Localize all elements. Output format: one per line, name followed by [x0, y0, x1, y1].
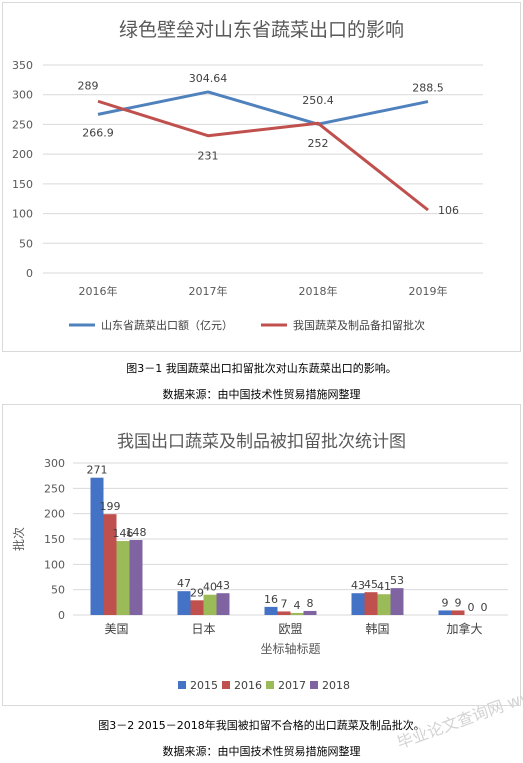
- data-source-note: 数据来源：由中国技术性贸易措施网整理: [162, 388, 361, 401]
- data-label: 271: [87, 464, 108, 477]
- data-label: 7: [281, 597, 288, 610]
- bar: [390, 588, 404, 615]
- y-tick-label: 300: [12, 89, 33, 102]
- chart-title: 绿色壁垒对山东省蔬菜出口的影响: [118, 19, 404, 41]
- line-chart: 0 50 100 150 200 250 300 350 2016年 2017年 2018年 2019…: [12, 59, 483, 332]
- legend-label: 2016: [234, 679, 262, 692]
- y-tick-label: 50: [51, 584, 65, 597]
- bar: [216, 593, 230, 615]
- data-label: 252: [308, 137, 329, 150]
- data-label: 250.4: [302, 94, 334, 107]
- y-tick-label: 150: [44, 533, 65, 546]
- bar: [190, 600, 204, 615]
- data-label: 266.9: [82, 126, 114, 139]
- data-label: 148: [126, 526, 147, 539]
- y-tick-label: 250: [12, 118, 33, 131]
- bar: [116, 541, 130, 615]
- bar: [90, 477, 104, 615]
- bar: [177, 591, 191, 615]
- data-label: 47: [177, 577, 191, 590]
- legend-label: 2015: [190, 679, 218, 692]
- y-tick-label: 250: [44, 482, 65, 495]
- legend-label: 2018: [322, 679, 350, 692]
- legend-swatch: [222, 681, 230, 689]
- y-tick-label: 0: [58, 609, 65, 622]
- x-tick-label: 欧盟: [278, 622, 302, 636]
- data-label: 40: [203, 581, 217, 594]
- x-tick-label: 韩国: [365, 621, 389, 636]
- line-chart-panel: 绿色壁垒对山东省蔬菜出口的影响 0 50 100 150 200 250 300 350 201…: [2, 2, 521, 352]
- bar: [129, 540, 143, 615]
- legend-label: 2017: [278, 679, 306, 692]
- data-label: 53: [390, 574, 404, 587]
- y-tick-label: 150: [12, 178, 33, 191]
- y-tick-label: 100: [12, 208, 33, 221]
- data-label: 45: [364, 578, 378, 591]
- figure-caption: 图3－1 我国蔬菜出口扣留批次对山东蔬菜出口的影响。: [126, 362, 397, 375]
- bar: [277, 611, 291, 615]
- chart-title: 我国出口蔬菜及制品被扣留批次统计图: [117, 432, 406, 452]
- bar-chart-panel: 我国出口蔬菜及制品被扣留批次统计图 0 50 100 150 200 250 300 批次 27…: [2, 404, 521, 706]
- x-tick-label: 美国: [104, 622, 128, 636]
- bar: [264, 606, 278, 615]
- data-label: 43: [351, 579, 365, 592]
- data-label: 43: [216, 579, 230, 592]
- series-line: [97, 99, 429, 212]
- data-source-note: 数据来源：由中国技术性贸易措施网整理: [162, 745, 361, 758]
- data-label: 146: [113, 527, 134, 540]
- y-tick-label: 200: [44, 508, 65, 521]
- x-tick-label: 2019年: [409, 284, 448, 298]
- data-label: 16: [264, 593, 278, 606]
- bar: [451, 610, 465, 615]
- y-tick-label: 50: [19, 237, 33, 250]
- y-axis-label: 批次: [11, 527, 26, 551]
- data-label: 8: [307, 597, 314, 610]
- data-label: 106: [438, 204, 459, 217]
- legend-label: 我国蔬菜及制品备扣留批次: [293, 318, 425, 332]
- legend-swatch: [266, 681, 274, 689]
- y-tick-label: 200: [12, 148, 33, 161]
- bar: [303, 610, 317, 615]
- x-axis-label: 坐标轴标题: [260, 641, 320, 656]
- bar: [103, 514, 117, 615]
- x-tick-label: 加拿大: [446, 621, 482, 636]
- legend-label: 山东省蔬菜出口额（亿元）: [101, 318, 233, 332]
- bar: [377, 594, 391, 615]
- data-label: 199: [100, 500, 121, 513]
- y-tick-label: 0: [26, 267, 33, 280]
- data-label: 0: [468, 601, 475, 614]
- data-label: 9: [442, 596, 449, 609]
- legend-swatch: [310, 681, 318, 689]
- data-label: 9: [455, 596, 462, 609]
- data-label: 289: [78, 79, 99, 92]
- bar: [351, 593, 365, 615]
- x-tick-label: 日本: [191, 622, 215, 636]
- figure-caption: 图3－2 2015－2018年我国被扣留不合格的出口蔬菜及制品批次。: [98, 719, 425, 732]
- data-label: 288.5: [412, 82, 444, 95]
- data-label: 41: [377, 580, 391, 593]
- y-tick-label: 350: [12, 59, 33, 72]
- series-line: [97, 90, 429, 126]
- bar: [203, 594, 217, 615]
- bar: [290, 612, 304, 615]
- data-label: 29: [190, 586, 204, 599]
- data-label: 304.64: [189, 72, 228, 85]
- data-label: 0: [481, 601, 488, 614]
- data-label: 231: [198, 150, 219, 163]
- x-tick-label: 2016年: [79, 284, 118, 298]
- legend-swatch: [178, 681, 186, 689]
- data-label: 4: [294, 599, 301, 612]
- x-tick-label: 2018年: [299, 284, 338, 298]
- y-tick-label: 100: [44, 558, 65, 571]
- bar: [364, 592, 378, 615]
- y-tick-label: 300: [44, 457, 65, 470]
- bar: [438, 610, 452, 615]
- x-tick-label: 2017年: [189, 284, 228, 298]
